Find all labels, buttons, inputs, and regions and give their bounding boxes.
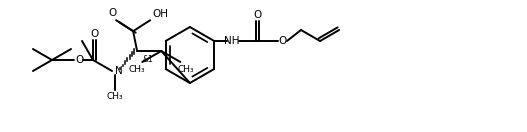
Text: OH: OH — [152, 9, 168, 19]
Text: O: O — [279, 36, 287, 46]
Text: CH₃: CH₃ — [129, 65, 145, 74]
Text: O: O — [75, 55, 83, 65]
Text: CH₃: CH₃ — [177, 65, 193, 74]
Text: O: O — [90, 29, 99, 39]
Text: N: N — [115, 66, 123, 76]
Text: O: O — [108, 8, 116, 18]
Text: O: O — [253, 10, 261, 20]
Text: &1: &1 — [142, 55, 153, 65]
Text: NH: NH — [224, 36, 239, 46]
Text: CH₃: CH₃ — [107, 92, 123, 101]
